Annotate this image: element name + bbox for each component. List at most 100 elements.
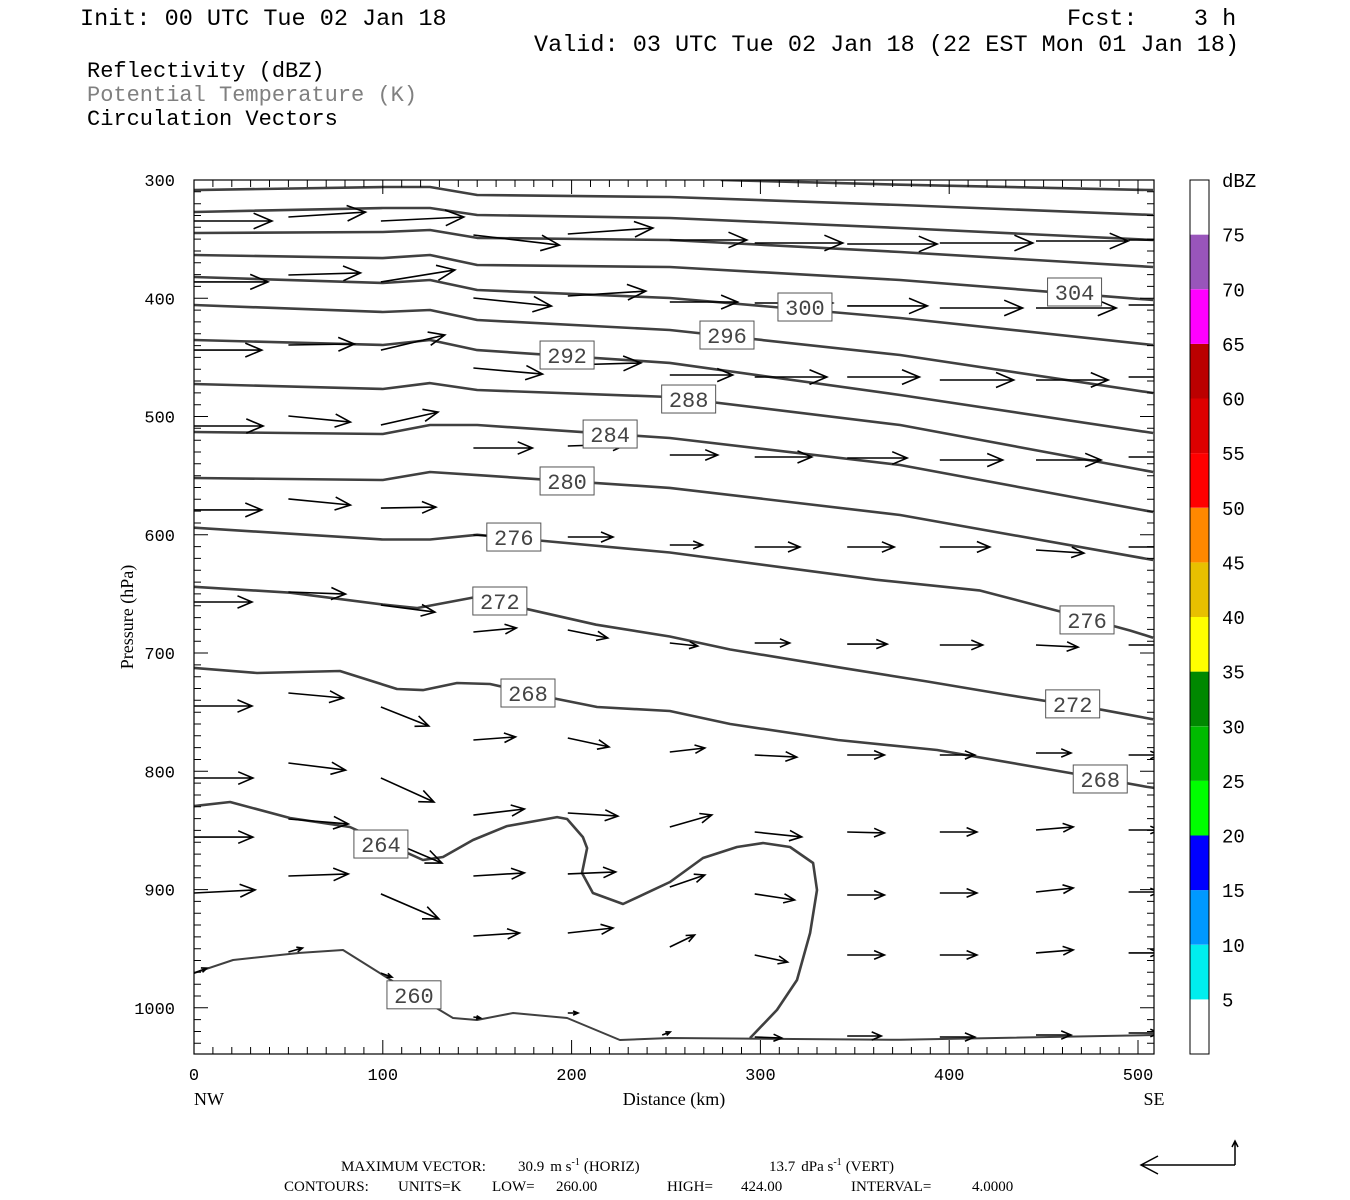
- theta-contour-280: [194, 470, 1154, 562]
- wind-vector: [939, 1032, 977, 1042]
- wind-vector: [939, 234, 1035, 252]
- theta-contour-300: [194, 275, 1154, 347]
- wind-vector: [1035, 546, 1086, 559]
- wind-vector: [669, 812, 714, 828]
- wind-vector: [380, 209, 466, 227]
- y-tick-label: 600: [144, 528, 175, 547]
- contour-label-text: 272: [480, 591, 520, 616]
- theta-contour-264: [194, 800, 819, 1039]
- colorbar-bin: [1190, 780, 1209, 836]
- contour-label: 296: [699, 320, 755, 350]
- wind-vector: [380, 893, 441, 920]
- wind-vector: [1036, 748, 1074, 758]
- contour-label-box: [500, 678, 556, 708]
- wind-vector: [194, 418, 266, 434]
- theta-contour-272: [194, 585, 1154, 721]
- contour-label: 304: [1047, 277, 1103, 307]
- wind-vector: [567, 1010, 581, 1016]
- init-time: Init: 00 UTC Tue 02 Jan 18: [80, 6, 447, 33]
- wind-vector: [288, 586, 348, 601]
- contour-label: 264: [353, 829, 409, 859]
- wind-vector: [567, 737, 612, 750]
- contour-label-text: 268: [508, 683, 548, 708]
- y-tick-label: 300: [144, 173, 175, 192]
- contour-label-text: 260: [394, 985, 434, 1010]
- contour-label-box: [539, 340, 595, 370]
- wind-vector: [473, 867, 527, 880]
- wind-vector: [380, 500, 438, 514]
- contour-label-text: 272: [1053, 694, 1093, 719]
- contour-label: 288: [661, 384, 717, 414]
- wind-vector: [939, 639, 985, 651]
- wind-vector: [754, 541, 802, 553]
- high-label: HIGH=: [667, 1179, 713, 1195]
- wind-vector: [473, 441, 535, 455]
- wind-vector: [288, 413, 353, 428]
- wind-vector: [1036, 232, 1131, 250]
- vert-tag: (VERT): [846, 1159, 894, 1175]
- wind-vector: [669, 231, 749, 249]
- wind-vector: [1035, 884, 1076, 895]
- wind-vector: [669, 367, 735, 383]
- colorbar-label: 20: [1222, 827, 1245, 849]
- wind-vector: [194, 342, 264, 358]
- theta-contour-260: [194, 949, 1154, 1041]
- wind-vector: [754, 893, 797, 904]
- wind-vector: [567, 923, 616, 936]
- low-value: 260.00: [556, 1179, 597, 1195]
- contours-label: CONTOURS:: [284, 1179, 369, 1195]
- wind-vector: [1036, 452, 1104, 468]
- wind-vector: [939, 750, 977, 760]
- theta-contour-304: [194, 253, 1154, 302]
- y-axis-title: Pressure (hPa): [117, 565, 138, 669]
- wind-vector: [754, 638, 792, 648]
- wind-vector: [754, 954, 790, 965]
- colorbar-bin: [1190, 343, 1209, 399]
- theta-contour-316: [194, 185, 1154, 217]
- wind-vector: [380, 408, 441, 426]
- wind-vector: [380, 331, 447, 351]
- contour-label-text: 288: [669, 389, 709, 414]
- wind-vector: [669, 744, 707, 754]
- colorbar-label: 10: [1222, 936, 1245, 958]
- colorbar-title: dBZ: [1222, 171, 1256, 193]
- contour-label-box: [486, 522, 542, 552]
- colorbar-label: 40: [1222, 608, 1245, 630]
- vert-value: 13.7: [769, 1159, 796, 1175]
- wind-vector: [847, 638, 890, 650]
- reference-vector-icon: [1139, 1139, 1239, 1175]
- theta-contour-268: [194, 666, 1154, 790]
- max-vector-label: MAXIMUM VECTOR:: [341, 1159, 486, 1175]
- colorbar-label: 65: [1222, 335, 1245, 357]
- wind-vector: [1128, 376, 1154, 378]
- contour-label-box: [1047, 277, 1103, 307]
- wind-vector: [194, 595, 255, 609]
- wind-vector: [754, 750, 799, 763]
- x-end-label-right: SE: [1143, 1089, 1164, 1109]
- wind-vector: [847, 1031, 884, 1041]
- wind-vector: [939, 540, 992, 554]
- colorbar-bin: [1190, 507, 1209, 563]
- wind-vector: [194, 699, 255, 713]
- wind-vector: [194, 883, 258, 898]
- colorbar-bin: [1190, 999, 1209, 1054]
- colorbar-label: 15: [1222, 881, 1245, 903]
- colorbar-bin: [1190, 671, 1209, 727]
- contour-label-box: [539, 466, 595, 496]
- contour-label: 272: [1045, 689, 1101, 719]
- horiz-exponent: -1: [572, 1157, 580, 1168]
- wind-vector: [669, 294, 740, 310]
- wind-vector: [1128, 644, 1154, 646]
- colorbar-bin: [1190, 835, 1209, 891]
- wind-vector: [380, 972, 394, 979]
- theta-contours: [194, 180, 1154, 1041]
- contour-label-text: 276: [494, 527, 534, 552]
- wind-vector: [754, 829, 804, 842]
- wind-vector: [661, 1031, 673, 1036]
- wind-vector: [288, 265, 363, 282]
- wind-vector: [847, 949, 887, 961]
- colorbar-bin: [1190, 289, 1209, 344]
- contour-units: UNITS=K: [398, 1179, 462, 1195]
- wind-vector: [939, 887, 979, 899]
- wind-vector: [473, 234, 562, 252]
